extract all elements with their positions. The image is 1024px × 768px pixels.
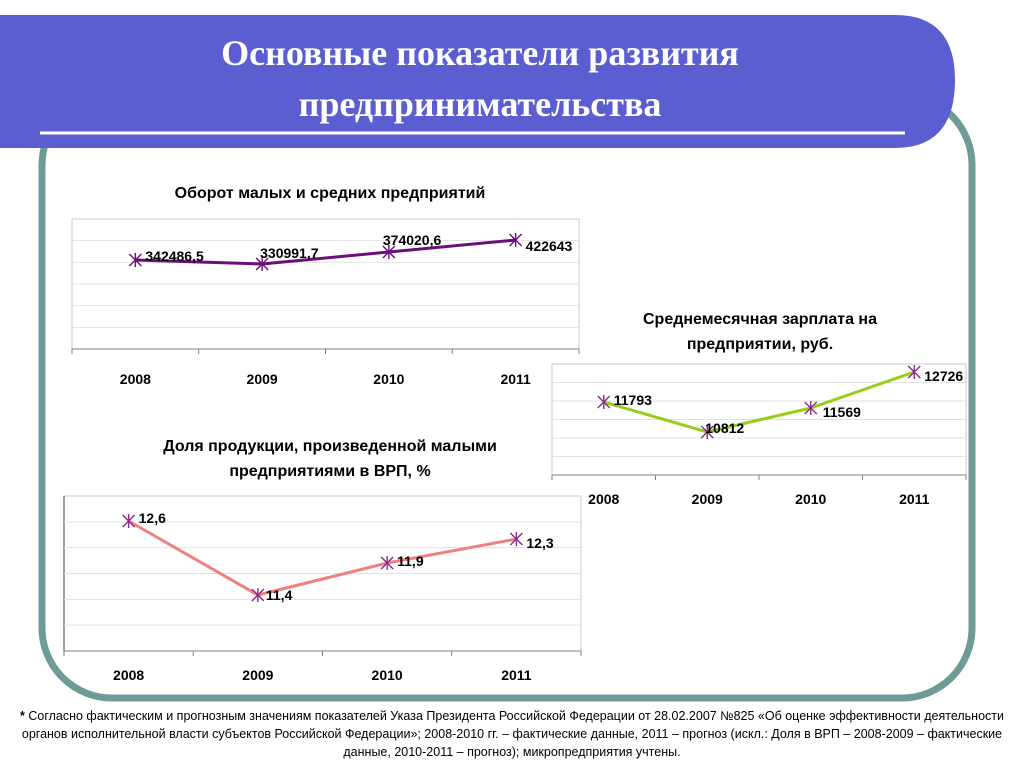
data-label: 12726 [924, 368, 963, 384]
footnote-text: Согласно фактическим и прогнозным значен… [21, 709, 1004, 759]
data-point [907, 365, 921, 379]
data-label: 10812 [705, 420, 744, 436]
x-tick-label: 2011 [500, 371, 531, 387]
data-label: 342486,5 [145, 248, 204, 264]
chart-title-turnover: Оборот малых и средних предприятий [174, 185, 486, 202]
data-point [128, 253, 142, 267]
data-label: 11569 [823, 404, 861, 420]
data-point [251, 588, 265, 602]
title-line-1: Основные показатели развития [221, 33, 739, 73]
x-tick-label: 2010 [795, 491, 826, 507]
title-line-2: предпринимательства [298, 84, 662, 124]
page-title: Основные показатели развития предпринима… [40, 28, 920, 130]
series-line [603, 370, 915, 434]
x-tick-label: 2011 [899, 491, 930, 507]
data-label: 12,6 [139, 510, 166, 526]
x-tick-label: 2011 [501, 667, 532, 683]
data-point [382, 245, 396, 259]
data-point [804, 401, 818, 415]
data-point [122, 514, 136, 528]
data-point [509, 233, 523, 247]
data-label: 374020,6 [383, 232, 442, 248]
data-label: 11,4 [266, 587, 293, 603]
series-line [135, 238, 516, 266]
data-point [700, 425, 714, 439]
x-tick-label: 2008 [120, 371, 151, 387]
x-tick-label: 2010 [373, 371, 404, 387]
footnote-star: * [19, 709, 25, 723]
data-label: 11,9 [397, 553, 424, 569]
chart-title-salary: Среднемесячная зарплата на предприятии, … [642, 311, 877, 353]
data-label: 11793 [614, 392, 652, 408]
data-label: 330991,7 [260, 245, 319, 261]
x-tick-label: 2009 [247, 371, 278, 387]
x-tick-label: 2010 [372, 667, 403, 683]
series-line [127, 519, 517, 597]
x-tick-label: 2009 [692, 491, 723, 507]
data-label: 12,3 [526, 535, 553, 551]
data-point [255, 257, 269, 271]
data-point [509, 532, 523, 546]
title-banner [0, 15, 955, 148]
chart-title-share: Доля продукции, произведенной малыми пре… [163, 438, 497, 480]
x-tick-label: 2009 [242, 667, 273, 683]
x-tick-label: 2008 [588, 491, 619, 507]
data-point [380, 556, 394, 570]
data-point [597, 395, 611, 409]
x-tick-label: 2008 [113, 667, 144, 683]
data-label: 422643 [526, 238, 573, 254]
footnote: * Согласно фактическим и прогнозным знач… [14, 707, 1010, 761]
